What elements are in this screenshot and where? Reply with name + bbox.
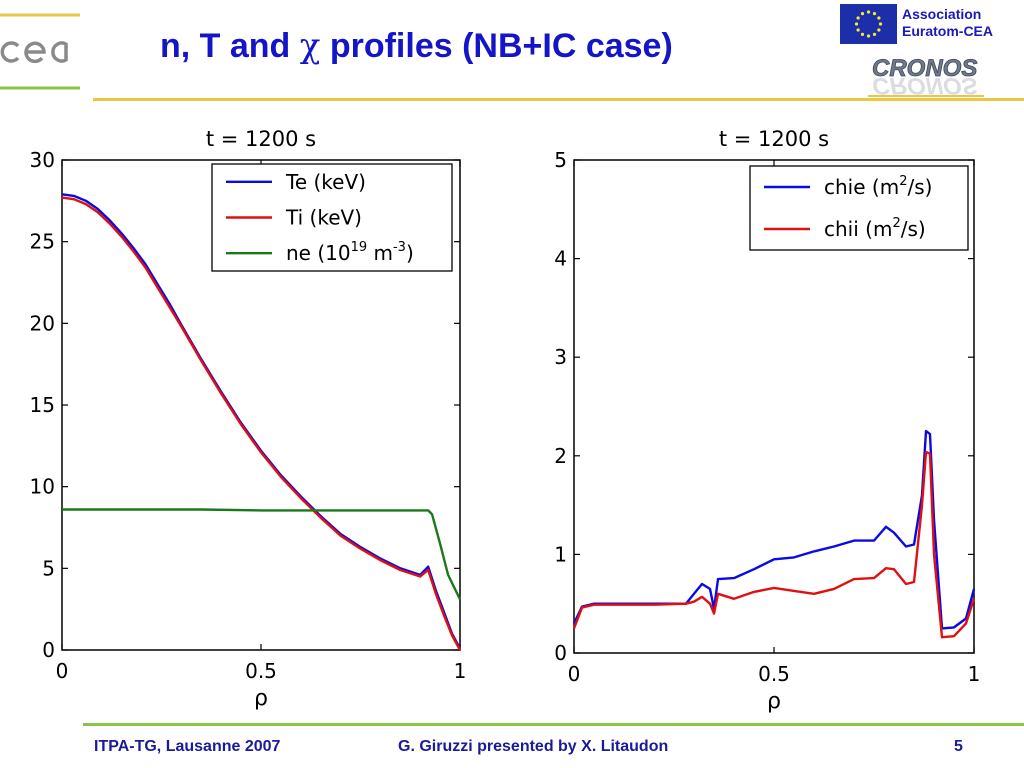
eu-star bbox=[854, 22, 859, 26]
y-tick-label: 20 bbox=[30, 311, 55, 335]
y-tick-label: 25 bbox=[30, 230, 55, 254]
chart-title: t = 1200 s bbox=[206, 127, 316, 151]
y-tick-label: 1 bbox=[554, 542, 567, 566]
y-tick-label: 10 bbox=[30, 475, 55, 499]
chart-title: t = 1200 s bbox=[719, 127, 829, 151]
legend-label: ne (1019 m-3) bbox=[286, 240, 414, 265]
x-tick-label: 0 bbox=[568, 662, 581, 686]
eu-star bbox=[856, 28, 860, 32]
eu-star bbox=[866, 34, 871, 38]
association-line: Euratom-CEA bbox=[902, 23, 994, 39]
legend-label: Te (keV) bbox=[285, 170, 366, 194]
eu-star bbox=[856, 16, 860, 20]
y-tick-label: 15 bbox=[30, 393, 55, 417]
y-tick-label: 0 bbox=[554, 641, 567, 665]
y-tick-label: 5 bbox=[554, 148, 567, 172]
eu-star bbox=[877, 28, 881, 32]
title-chi-symbol: χ bbox=[299, 26, 321, 66]
eu-star bbox=[877, 16, 881, 20]
legend-box bbox=[749, 165, 969, 251]
x-tick-label: 0 bbox=[56, 659, 69, 683]
series-line-1 bbox=[572, 429, 976, 630]
y-tick-label: 30 bbox=[30, 148, 55, 172]
eu-star bbox=[872, 12, 877, 16]
association-line: Association bbox=[902, 6, 982, 22]
chart-temperature-density: t = 1200 s 0 5 10 15 20 25 30 0 0.5 1 ρ Te (keV) Ti (… bbox=[30, 127, 467, 711]
page-title: n, T and χ profiles (NB+IC case) bbox=[160, 26, 800, 66]
footer-presenter: G. Giruzzi presented by X. Litaudon bbox=[398, 738, 669, 755]
series-line-3 bbox=[62, 508, 462, 600]
title-part: n, T and bbox=[160, 27, 300, 65]
x-tick-label: 0.5 bbox=[245, 659, 277, 683]
x-axis-label: ρ bbox=[767, 689, 781, 714]
series-line-2 bbox=[572, 450, 976, 639]
chart-diffusivity: t = 1200 s 0 1 2 3 4 5 0 0.5 1 ρ chie (m2/s) chii (m… bbox=[554, 127, 981, 714]
eu-star bbox=[878, 22, 883, 26]
svg-text:CRONOS: CRONOS bbox=[872, 55, 977, 82]
footer-event: ITPA-TG, Lausanne 2007 bbox=[94, 738, 281, 755]
legend-label: Ti (keV) bbox=[285, 206, 362, 230]
x-tick-label: 1 bbox=[968, 662, 981, 686]
x-axis-label: ρ bbox=[254, 686, 268, 711]
y-tick-label: 0 bbox=[42, 638, 55, 662]
cea-logo bbox=[0, 13, 80, 90]
y-tick-label: 4 bbox=[554, 247, 567, 271]
association-label: Association Euratom-CEA bbox=[902, 6, 993, 40]
eu-star bbox=[860, 12, 865, 16]
eu-star bbox=[866, 10, 871, 14]
footer-page-number: 5 bbox=[954, 738, 963, 755]
legend-label: chii (m2/s) bbox=[824, 216, 926, 241]
svg-text:CRONOS: CRONOS bbox=[872, 72, 977, 98]
header-divider bbox=[93, 98, 1024, 101]
legend-label: chie (m2/s) bbox=[824, 174, 932, 199]
x-tick-label: 0.5 bbox=[758, 662, 790, 686]
eu-star bbox=[872, 32, 877, 36]
series-line-2 bbox=[61, 196, 462, 651]
footer-divider bbox=[83, 723, 1024, 726]
cronos-logo: CRONOS CRONOS bbox=[868, 55, 984, 98]
x-tick-label: 1 bbox=[454, 659, 467, 683]
title-part: profiles (NB+IC case) bbox=[320, 27, 673, 65]
eu-star bbox=[860, 32, 865, 36]
y-tick-label: 2 bbox=[554, 444, 567, 468]
y-tick-label: 3 bbox=[554, 345, 567, 369]
eu-flag-icon bbox=[840, 4, 897, 44]
y-tick-label: 5 bbox=[42, 556, 55, 580]
